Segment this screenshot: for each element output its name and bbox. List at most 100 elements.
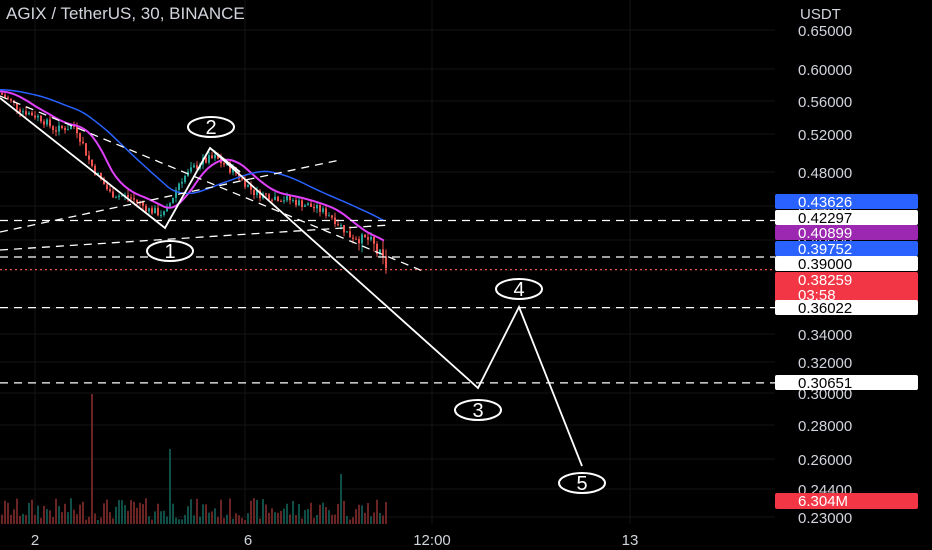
price-badge bbox=[775, 225, 918, 240]
volume-bar bbox=[112, 518, 114, 524]
volume-bar bbox=[169, 449, 171, 524]
candle-body bbox=[361, 234, 363, 244]
volume-bar bbox=[91, 394, 93, 524]
candle-body bbox=[346, 231, 348, 233]
volume-bar bbox=[373, 512, 375, 524]
volume-bar bbox=[49, 510, 51, 524]
volume-bar bbox=[277, 512, 279, 524]
candle-body bbox=[40, 115, 42, 122]
y-tick-label: 0.65000 bbox=[798, 23, 852, 40]
volume-bar bbox=[25, 514, 27, 524]
volume-bar bbox=[316, 514, 318, 524]
price-badge-label: 0.30651 bbox=[798, 375, 852, 392]
candle-body bbox=[49, 119, 51, 127]
y-tick-label: 0.56000 bbox=[798, 94, 852, 111]
wave-label-circle bbox=[146, 240, 194, 262]
wave-line-history bbox=[0, 97, 241, 230]
volume-bar bbox=[115, 506, 117, 524]
volume-bar bbox=[193, 515, 195, 524]
y-tick-label: 0.48000 bbox=[798, 165, 852, 182]
y-tick-label: 0.28000 bbox=[798, 418, 852, 435]
candle-body bbox=[31, 112, 33, 116]
volume-bar bbox=[379, 513, 381, 524]
wave-label: 4 bbox=[513, 279, 524, 301]
candle-body bbox=[337, 224, 339, 226]
volume-bar bbox=[208, 512, 210, 524]
trend-line-upper bbox=[0, 95, 426, 273]
volume-bar bbox=[28, 502, 30, 524]
volume-bar bbox=[220, 499, 222, 524]
volume-bar bbox=[364, 512, 366, 524]
ema-fast-line bbox=[0, 90, 385, 242]
volume-bar bbox=[307, 509, 309, 524]
volume-bar bbox=[85, 519, 87, 524]
candle-body bbox=[322, 208, 324, 212]
volume-bar bbox=[310, 502, 312, 524]
volume-bar bbox=[160, 511, 162, 524]
volume-bar bbox=[286, 503, 288, 524]
candle-body bbox=[70, 125, 72, 130]
volume-bar bbox=[370, 516, 372, 524]
candle-body bbox=[328, 215, 330, 217]
candle-body bbox=[4, 94, 6, 98]
volume-bar bbox=[385, 502, 387, 524]
volume-bar bbox=[271, 508, 273, 524]
candle-body bbox=[319, 205, 321, 212]
candle-body bbox=[367, 237, 369, 240]
candle-body bbox=[190, 167, 192, 172]
price-badge-label: 0.36022 bbox=[798, 300, 852, 317]
candle-body bbox=[67, 129, 69, 131]
candle-body bbox=[64, 127, 66, 131]
candle-body bbox=[22, 111, 24, 113]
candlesticks bbox=[1, 90, 387, 274]
candle-body bbox=[172, 197, 174, 204]
candle-body bbox=[157, 207, 159, 216]
candle-body bbox=[79, 133, 81, 142]
volume-bar bbox=[298, 503, 300, 524]
volume-bar bbox=[232, 518, 234, 524]
volume-bar bbox=[79, 504, 81, 524]
volume-bar bbox=[238, 515, 240, 524]
y-tick-label: 0.23000 bbox=[798, 510, 852, 527]
candle-body bbox=[94, 165, 96, 175]
volume-bars bbox=[1, 394, 387, 524]
y-tick-label: 0.60000 bbox=[798, 62, 852, 79]
volume-bar bbox=[274, 512, 276, 524]
volume-bar bbox=[37, 505, 39, 524]
time-axis[interactable]: 2 6 12:00 13 bbox=[31, 532, 639, 549]
candle-body bbox=[352, 237, 354, 239]
volume-bar bbox=[118, 500, 120, 524]
price-badge bbox=[775, 194, 918, 209]
x-tick-label: 12:00 bbox=[413, 532, 451, 549]
candle-body bbox=[130, 197, 132, 199]
candle-body bbox=[88, 155, 90, 160]
candle-body bbox=[58, 125, 60, 132]
volume-bar bbox=[145, 498, 147, 524]
price-badge bbox=[775, 241, 918, 256]
volume-bar bbox=[10, 514, 12, 524]
y-tick-label: 0.32000 bbox=[798, 355, 852, 372]
candle-body bbox=[316, 205, 318, 209]
price-badge bbox=[775, 300, 918, 315]
candle-body bbox=[340, 225, 342, 227]
y-tick-label: 0.26000 bbox=[798, 452, 852, 469]
volume-bar bbox=[256, 499, 258, 524]
candle-body bbox=[100, 172, 102, 179]
candle-body bbox=[241, 178, 243, 180]
volume-bar bbox=[349, 519, 351, 524]
candle-body bbox=[349, 231, 351, 238]
candle-body bbox=[385, 256, 387, 269]
candle-body bbox=[292, 199, 294, 201]
volume-bar bbox=[178, 519, 180, 524]
volume-bar bbox=[154, 511, 156, 524]
volume-bar bbox=[19, 515, 21, 524]
candle-body bbox=[46, 119, 48, 125]
candle-body bbox=[295, 199, 297, 206]
candle-body bbox=[247, 184, 249, 187]
candle-body bbox=[232, 167, 234, 173]
candle-body bbox=[217, 154, 219, 159]
candle-body bbox=[184, 175, 186, 182]
volume-bar bbox=[7, 502, 9, 524]
volume-bar bbox=[148, 516, 150, 524]
